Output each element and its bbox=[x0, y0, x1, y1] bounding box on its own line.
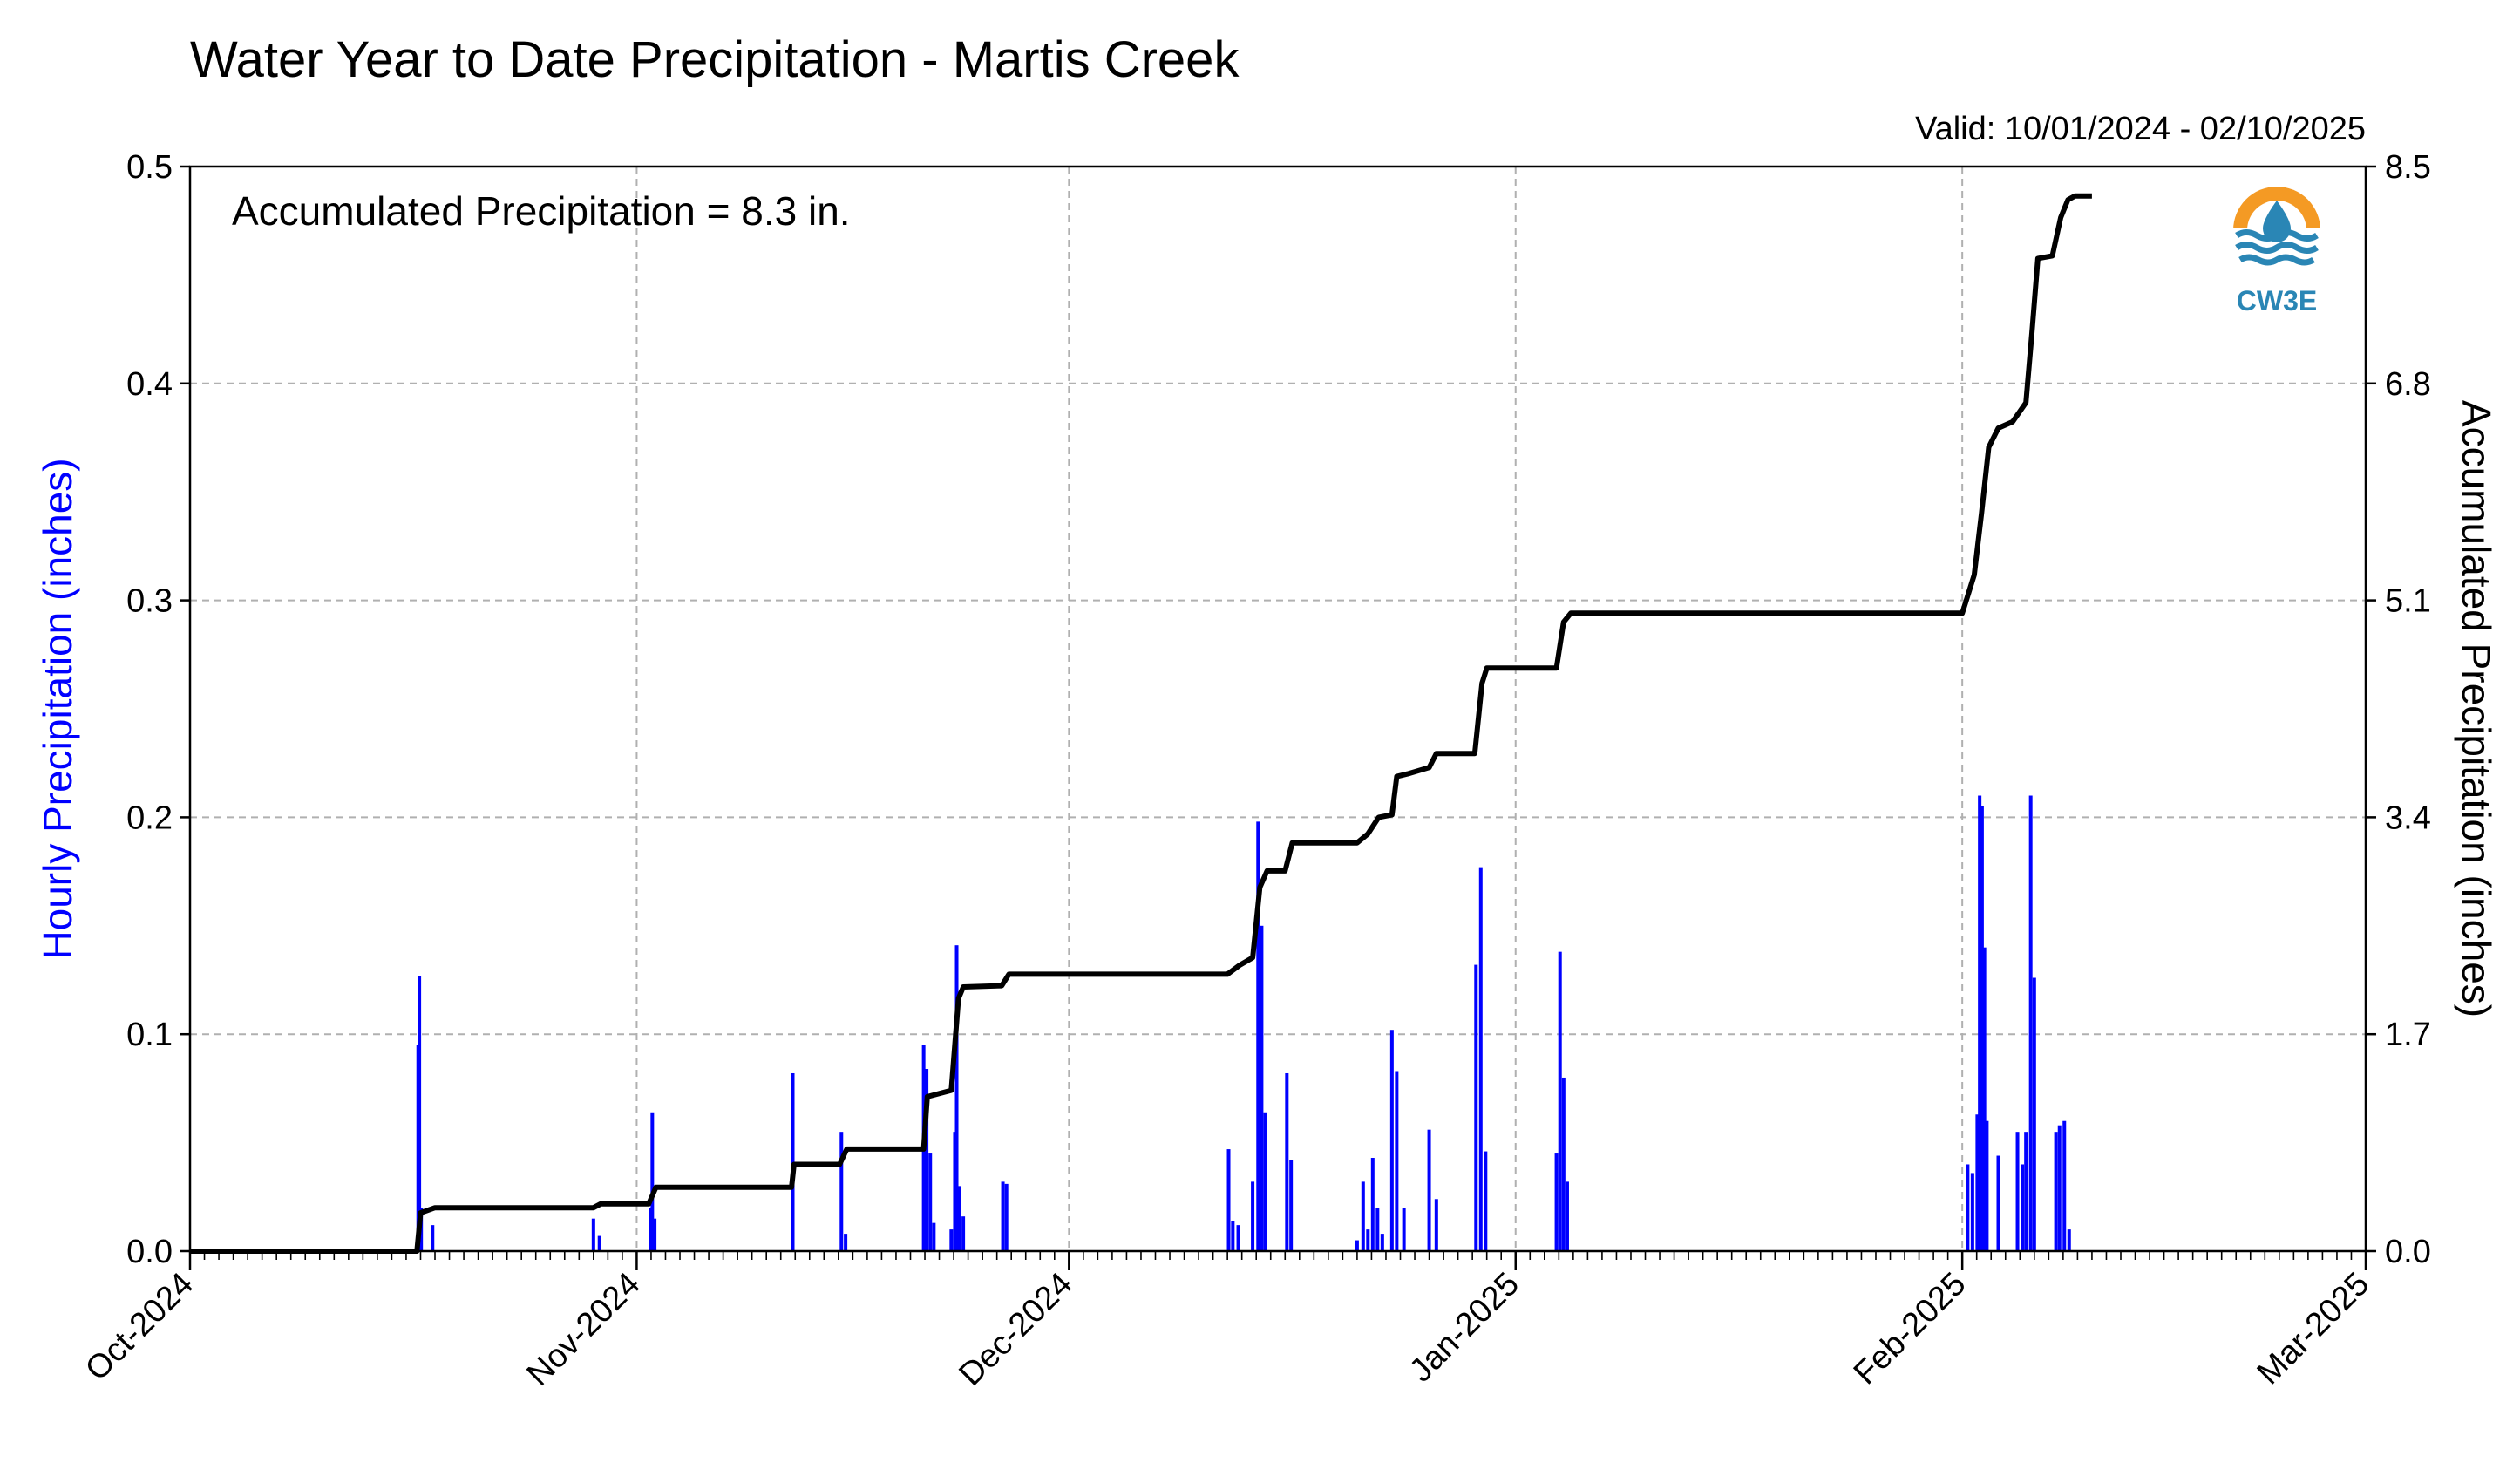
hourly-precipitation-bar bbox=[1251, 1181, 1255, 1251]
hourly-precipitation-bar bbox=[1978, 795, 1982, 1251]
hourly-precipitation-bar bbox=[1004, 1183, 1009, 1251]
hourly-precipitation-bar bbox=[1427, 1129, 1431, 1251]
hourly-precipitation-bar bbox=[649, 1208, 653, 1251]
logo-drop-icon bbox=[2263, 201, 2291, 242]
y-right-tick-label: 6.8 bbox=[2385, 366, 2431, 403]
hourly-precipitation-bar bbox=[957, 1186, 961, 1251]
hourly-precipitation-bar bbox=[1366, 1229, 1370, 1251]
hourly-precipitation-bar bbox=[418, 976, 422, 1251]
hourly-precipitation-bar bbox=[1395, 1071, 1399, 1251]
hourly-precipitation-bar bbox=[1263, 1112, 1267, 1251]
plot-frame bbox=[188, 165, 2367, 1253]
hourly-precipitation-bar bbox=[1260, 925, 1264, 1251]
hourly-precipitation-bar bbox=[591, 1218, 595, 1251]
hourly-precipitation-bar bbox=[2067, 1229, 2071, 1251]
hourly-precipitation-bar bbox=[1231, 1221, 1235, 1251]
logo-text: CW3E bbox=[2237, 285, 2317, 316]
y-right-tick-label: 0.0 bbox=[2385, 1234, 2431, 1270]
hourly-precipitation-bar bbox=[839, 1132, 844, 1251]
accumulated-total-annotation: Accumulated Precipitation = 8.3 in. bbox=[232, 188, 851, 234]
hourly-precipitation-bar bbox=[1975, 1114, 1980, 1251]
hourly-precipitation-bar bbox=[932, 1222, 936, 1251]
x-tick-label: Dec-2024 bbox=[952, 1266, 1079, 1393]
hourly-precipitation-bar bbox=[2032, 977, 2036, 1251]
hourly-precipitation-bar bbox=[1970, 1173, 1974, 1251]
hourly-precipitation-bar bbox=[1484, 1151, 1488, 1251]
hourly-precipitation-bar bbox=[1375, 1208, 1380, 1251]
y-right-tick-label: 1.7 bbox=[2385, 1017, 2431, 1053]
valid-date-range: Valid: 10/01/2024 - 02/10/2025 bbox=[1915, 111, 2366, 147]
hourly-precipitation-bar bbox=[1226, 1149, 1231, 1251]
hourly-precipitation-bar bbox=[2057, 1125, 2062, 1251]
hourly-precipitation-bar bbox=[1361, 1181, 1365, 1251]
hourly-precipitation-bar bbox=[1389, 1030, 1394, 1251]
y-left-tick-label: 0.4 bbox=[126, 366, 173, 403]
hourly-precipitation-bar bbox=[949, 1229, 954, 1251]
hourly-precipitation-bar bbox=[844, 1234, 848, 1251]
hourly-precipitation-bar bbox=[1256, 821, 1260, 1251]
x-tick-label: Nov-2024 bbox=[520, 1266, 648, 1393]
hourly-precipitation-bar bbox=[961, 1216, 966, 1251]
hourly-precipitation-bar bbox=[1561, 1077, 1566, 1251]
hourly-precipitation-bar bbox=[1285, 1072, 1289, 1251]
hourly-precipitation-bar bbox=[928, 1153, 933, 1251]
hourly-precipitation-bar bbox=[1558, 951, 1562, 1251]
y-left-tick-label: 0.3 bbox=[126, 583, 173, 620]
x-tick-label: Jan-2025 bbox=[1403, 1266, 1526, 1390]
y-axis-left-label: Hourly Precipitation (inches) bbox=[35, 458, 80, 959]
hourly-precipitation-bar bbox=[597, 1235, 601, 1251]
hourly-precipitation-bar bbox=[953, 1132, 957, 1251]
logo-wave-3 bbox=[2238, 254, 2315, 266]
y-left-tick-label: 0.2 bbox=[126, 800, 173, 836]
hourly-precipitation-bar bbox=[431, 1225, 435, 1251]
hourly-precipitation-bar bbox=[925, 1069, 929, 1251]
hourly-precipitation-bar bbox=[653, 1218, 657, 1251]
hourly-precipitation-bars bbox=[416, 795, 2071, 1251]
y-right-tick-label: 8.5 bbox=[2385, 149, 2431, 186]
chart-title: Water Year to Date Precipitation - Marti… bbox=[190, 31, 1240, 88]
hourly-precipitation-bar bbox=[1554, 1153, 1559, 1251]
x-tick-label: Feb-2025 bbox=[1847, 1266, 1973, 1392]
y-left-tick-label: 0.0 bbox=[126, 1234, 173, 1270]
hourly-precipitation-bar bbox=[1236, 1225, 1240, 1251]
hourly-precipitation-bar bbox=[1996, 1155, 2000, 1251]
hourly-precipitation-bar bbox=[1434, 1199, 1438, 1251]
y-left-tick-label: 0.1 bbox=[126, 1017, 173, 1053]
x-tick-label: Mar-2025 bbox=[2251, 1266, 2377, 1392]
y-left-tick-label: 0.5 bbox=[126, 149, 173, 186]
grid-lines bbox=[190, 167, 2366, 1251]
logo-wave-2 bbox=[2235, 242, 2319, 254]
hourly-precipitation-bar bbox=[1001, 1181, 1005, 1251]
hourly-precipitation-bar bbox=[1289, 1160, 1294, 1251]
hourly-precipitation-bar bbox=[2015, 1132, 2020, 1251]
hourly-precipitation-bar bbox=[1985, 1120, 1989, 1251]
hourly-precipitation-bar bbox=[954, 945, 959, 1251]
hourly-precipitation-bar bbox=[1980, 806, 1984, 1251]
hourly-precipitation-bar bbox=[1474, 964, 1478, 1251]
hourly-precipitation-bar bbox=[1982, 947, 1987, 1251]
hourly-precipitation-bar bbox=[1355, 1240, 1359, 1251]
x-tick-label: Oct-2024 bbox=[78, 1266, 200, 1388]
hourly-precipitation-bar bbox=[1402, 1208, 1406, 1251]
hourly-precipitation-bar bbox=[2062, 1120, 2067, 1251]
hourly-precipitation-bar bbox=[1370, 1158, 1375, 1251]
y-right-tick-label: 5.1 bbox=[2385, 583, 2431, 620]
accumulated-precipitation-line bbox=[190, 193, 2092, 1254]
hourly-precipitation-bar bbox=[2021, 1164, 2025, 1251]
y-axis-right-label: Accumulated Precipitation (inches) bbox=[2454, 400, 2499, 1017]
hourly-precipitation-bar bbox=[2054, 1132, 2058, 1251]
cw3e-logo: CW3E bbox=[2233, 187, 2320, 316]
accumulated-precipitation-series bbox=[190, 193, 2092, 1254]
hourly-precipitation-bar bbox=[1966, 1164, 1970, 1251]
y-right-tick-label: 3.4 bbox=[2385, 800, 2431, 836]
hourly-precipitation-bar bbox=[2024, 1132, 2028, 1251]
hourly-precipitation-bar bbox=[650, 1112, 655, 1251]
hourly-precipitation-bar bbox=[2028, 795, 2033, 1251]
hourly-precipitation-bar bbox=[1478, 867, 1483, 1251]
hourly-precipitation-bar bbox=[1565, 1181, 1569, 1251]
hourly-precipitation-bar bbox=[1380, 1234, 1384, 1251]
